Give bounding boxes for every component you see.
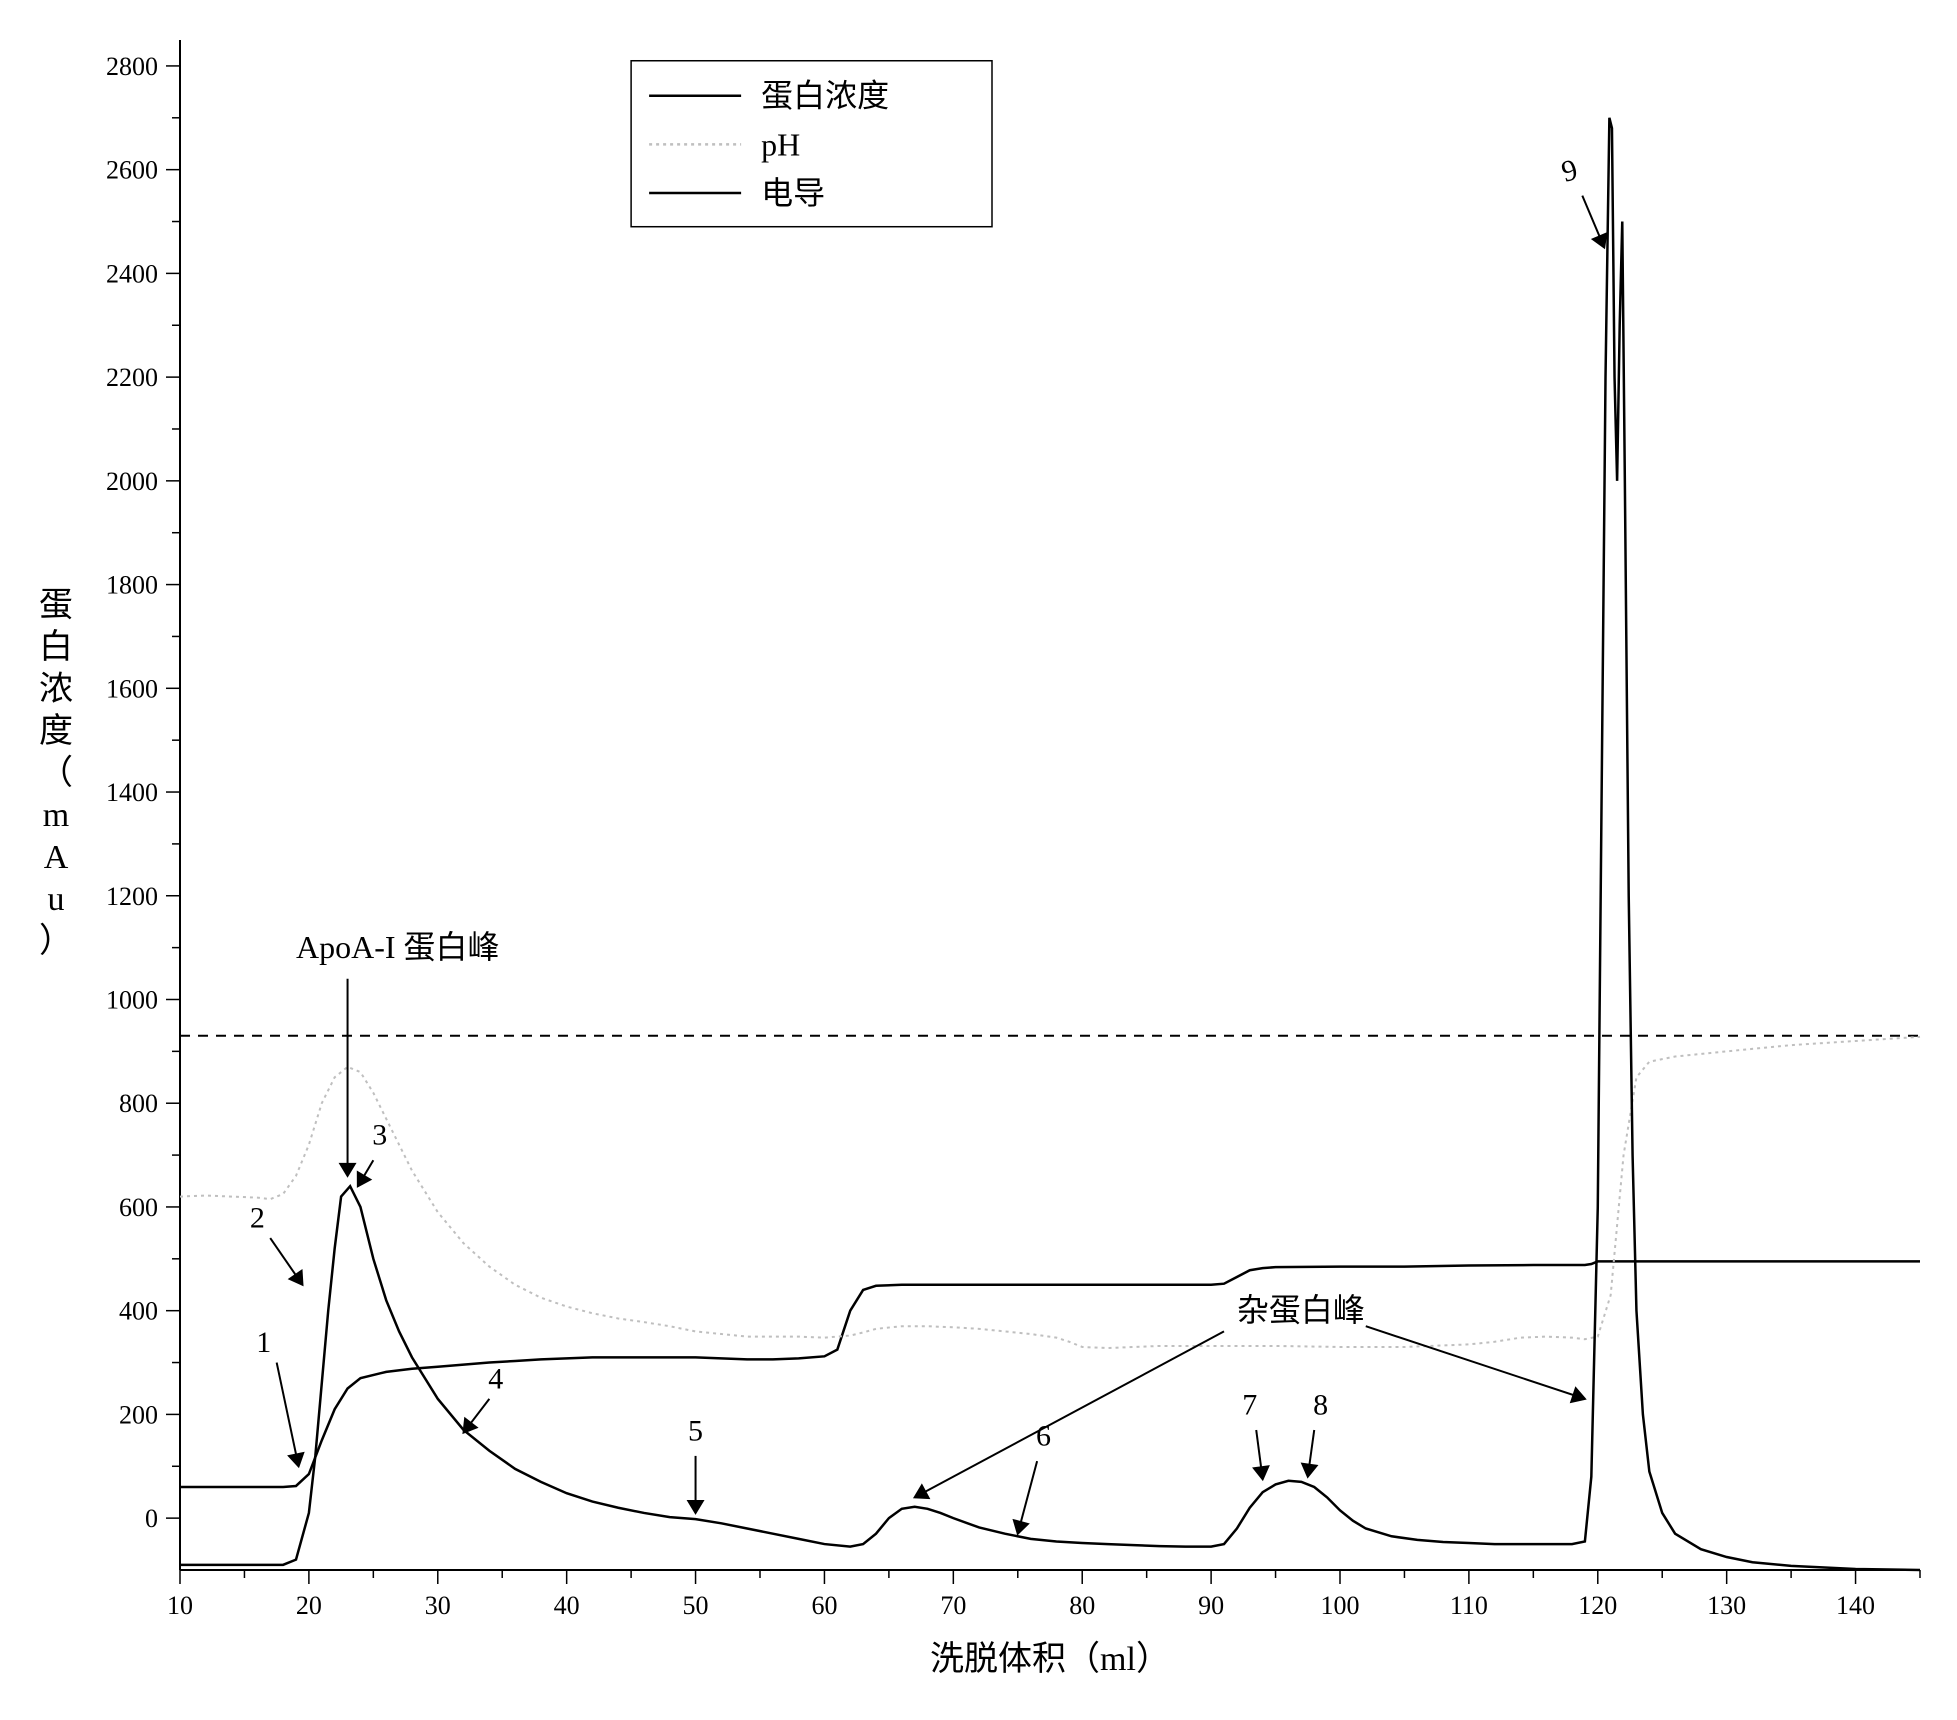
chromatogram-chart: 1020304050607080901001101201301400200400… <box>20 20 1957 1700</box>
y-axis-title-char: m <box>43 797 69 834</box>
x-tick-label: 20 <box>296 1591 322 1620</box>
y-tick-label: 400 <box>119 1297 158 1326</box>
annotation-number: 5 <box>688 1414 703 1447</box>
x-tick-label: 120 <box>1578 1591 1617 1620</box>
series-conductivity <box>180 1261 1920 1487</box>
y-tick-label: 1400 <box>106 778 158 807</box>
y-tick-label: 1800 <box>106 571 158 600</box>
x-tick-label: 130 <box>1707 1591 1746 1620</box>
y-tick-label: 1000 <box>106 985 158 1014</box>
y-axis-title-char: 浓 <box>39 671 73 708</box>
annotation-number: 7 <box>1242 1388 1257 1421</box>
x-tick-label: 100 <box>1321 1591 1360 1620</box>
annotation-number: 2 <box>250 1202 265 1235</box>
x-tick-label: 140 <box>1836 1591 1875 1620</box>
x-tick-label: 70 <box>940 1591 966 1620</box>
y-tick-label: 200 <box>119 1400 158 1429</box>
x-tick-label: 110 <box>1450 1591 1488 1620</box>
legend-label: pH <box>761 126 800 162</box>
y-axis-title-char: 白 <box>39 628 73 666</box>
series-protein <box>180 118 1920 1570</box>
y-tick-label: 2200 <box>106 363 158 392</box>
series-ph <box>180 1037 1920 1348</box>
y-tick-label: 2800 <box>106 52 158 81</box>
annotation-number: 9 <box>1558 153 1581 189</box>
x-tick-label: 90 <box>1198 1591 1224 1620</box>
annotation-number: 8 <box>1313 1388 1328 1421</box>
x-axis-title: 洗脱体积（ml） <box>930 1640 1170 1678</box>
x-tick-label: 30 <box>425 1591 451 1620</box>
y-tick-label: 2600 <box>106 156 158 185</box>
annotation-label: ApoA-I 蛋白峰 <box>296 929 500 965</box>
annotation-label: 杂蛋白峰 <box>1237 1292 1365 1328</box>
annotation-number: 4 <box>488 1362 503 1395</box>
y-axis-title-char: u <box>48 881 65 918</box>
legend-label: 电导 <box>761 175 825 211</box>
annotation-number: 3 <box>372 1119 387 1152</box>
legend-label: 蛋白浓度 <box>761 78 889 114</box>
y-tick-label: 1200 <box>106 882 158 911</box>
x-tick-label: 40 <box>554 1591 580 1620</box>
y-axis-title-char: 度 <box>39 712 73 750</box>
y-tick-label: 0 <box>145 1504 158 1533</box>
x-tick-label: 10 <box>167 1591 193 1620</box>
annotation-number: 1 <box>256 1326 271 1359</box>
y-tick-label: 1600 <box>106 674 158 703</box>
x-tick-label: 50 <box>683 1591 709 1620</box>
y-tick-label: 800 <box>119 1089 158 1118</box>
y-axis-title-char: ） <box>39 922 73 960</box>
y-axis-title-char: A <box>44 839 69 876</box>
y-tick-label: 600 <box>119 1193 158 1222</box>
x-tick-label: 80 <box>1069 1591 1095 1620</box>
y-axis-title-char: 蛋 <box>39 587 73 624</box>
y-tick-label: 2000 <box>106 467 158 496</box>
y-axis-title-char: （ <box>39 754 73 792</box>
y-tick-label: 2400 <box>106 259 158 288</box>
chart-svg: 1020304050607080901001101201301400200400… <box>20 20 1957 1700</box>
x-tick-label: 60 <box>811 1591 837 1620</box>
